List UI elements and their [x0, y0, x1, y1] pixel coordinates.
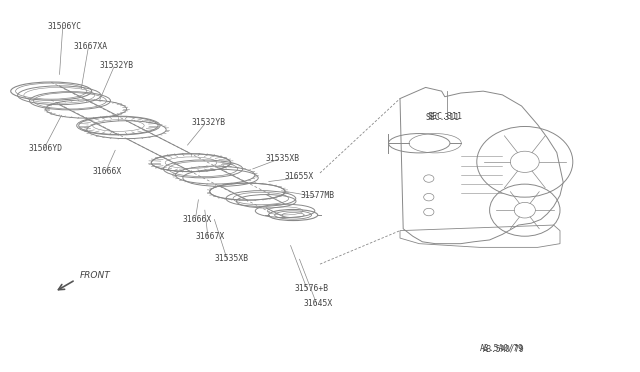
Text: 31667XA: 31667XA: [74, 42, 108, 51]
Text: FRONT: FRONT: [80, 271, 111, 280]
Text: 31645X: 31645X: [304, 299, 333, 308]
Text: 31506YC: 31506YC: [48, 22, 82, 31]
Text: A3.5A0/79: A3.5A0/79: [483, 344, 525, 353]
Text: SEC.311: SEC.311: [426, 113, 460, 122]
Text: SEC.311: SEC.311: [428, 112, 463, 121]
Text: A3.5A0/79: A3.5A0/79: [480, 343, 524, 352]
Text: 31655X: 31655X: [285, 172, 314, 181]
Text: 31535XB: 31535XB: [214, 254, 248, 263]
Text: 31532YB: 31532YB: [192, 118, 226, 127]
Text: 31577MB: 31577MB: [301, 191, 335, 200]
Text: 31666X: 31666X: [182, 215, 212, 224]
Text: 31532YB: 31532YB: [99, 61, 133, 70]
Text: 31506YD: 31506YD: [29, 144, 63, 153]
Text: 31535XB: 31535XB: [266, 154, 300, 163]
Text: 31576+B: 31576+B: [294, 284, 328, 293]
Text: 31666X: 31666X: [93, 167, 122, 176]
Text: 31667X: 31667X: [195, 232, 225, 241]
